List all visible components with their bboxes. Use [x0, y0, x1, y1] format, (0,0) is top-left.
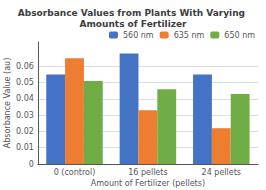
- svg-text:650 nm: 650 nm: [224, 31, 255, 40]
- svg-text:0.01: 0.01: [16, 143, 34, 152]
- svg-text:0 (control): 0 (control): [54, 168, 96, 177]
- svg-text:Amount of Fertilizer (pellets): Amount of Fertilizer (pellets): [91, 179, 205, 188]
- svg-text:0: 0: [29, 160, 34, 169]
- svg-text:24 pellets: 24 pellets: [202, 168, 241, 177]
- svg-text:0.03: 0.03: [16, 111, 34, 120]
- svg-text:Absorbance Value (au): Absorbance Value (au): [3, 58, 12, 149]
- svg-text:0.04: 0.04: [16, 94, 34, 103]
- svg-text:0.06: 0.06: [16, 62, 34, 71]
- svg-text:Absorbance Values from Plants: Absorbance Values from Plants With Varyi…: [18, 8, 248, 18]
- svg-text:Amounts of Fertilizer: Amounts of Fertilizer: [79, 19, 187, 29]
- svg-text:635 nm: 635 nm: [174, 31, 205, 40]
- svg-text:0.05: 0.05: [16, 78, 34, 87]
- svg-text:560 nm: 560 nm: [123, 31, 154, 40]
- svg-text:0.02: 0.02: [16, 127, 34, 136]
- svg-text:16 pellets: 16 pellets: [128, 168, 167, 177]
